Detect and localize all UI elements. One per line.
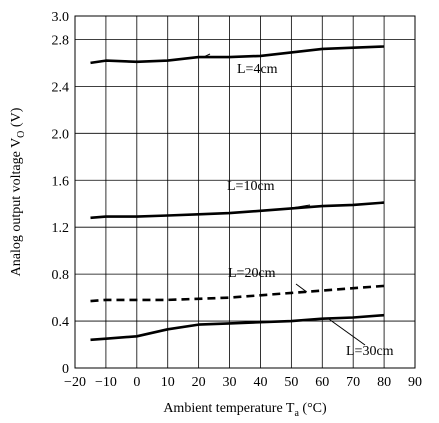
y-axis-title-subscript: O	[16, 131, 27, 138]
x-tick-label: 50	[284, 375, 298, 390]
x-axis-title-unit: (°C)	[299, 401, 327, 416]
y-axis-title-main: Analog output voltage V	[9, 138, 24, 277]
x-axis-title-main: Ambient temperature T	[163, 401, 295, 416]
series-label: L=30cm	[346, 344, 394, 359]
y-tick-label: 3.0	[52, 10, 70, 25]
x-tick-label: −20	[64, 375, 86, 390]
y-tick-label: 2.8	[52, 33, 70, 48]
series-label: L=4cm	[237, 62, 278, 77]
x-axis-title: Ambient temperature Ta (°C)	[163, 401, 327, 419]
series-label-leader	[204, 53, 211, 57]
series-label: L=20cm	[228, 266, 276, 281]
series-line-l-10cm	[90, 201, 385, 220]
x-tick-label: 0	[133, 375, 140, 390]
plot-area-frame	[74, 15, 416, 369]
y-tick-label: 1.2	[52, 221, 70, 236]
x-tick-label: −10	[95, 375, 117, 390]
y-tick-label: 0.8	[52, 268, 70, 283]
series-label: L=10cm	[227, 179, 275, 194]
y-axis-title: Analog output voltage VO (V)	[9, 107, 27, 276]
x-tick-label: 40	[253, 375, 267, 390]
y-tick-label: 2.0	[52, 127, 70, 142]
series-labels: L=4cm L=10cm L=20cm L=30cm	[204, 53, 394, 359]
x-tick-label: 10	[161, 375, 175, 390]
series-line-l-30cm	[90, 313, 385, 342]
x-tick-label: 30	[223, 375, 237, 390]
y-axis-title-unit: (V)	[9, 107, 24, 130]
y-tick-label: 0.4	[52, 315, 70, 330]
series-group	[90, 45, 385, 342]
x-tick-label: 90	[408, 375, 422, 390]
x-tick-label: 70	[346, 375, 360, 390]
x-tick-label: 20	[192, 375, 206, 390]
axis-ticks: −20 −10 0 10 20 30 40 50 60 70 80 90 0 0.4 0.8 1.2 1.6 2.…	[52, 10, 423, 390]
series-label-leader	[328, 318, 366, 346]
x-tick-label: 60	[315, 375, 329, 390]
y-tick-label: 1.6	[52, 174, 70, 189]
y-tick-label: 0	[62, 362, 69, 377]
series-label-leader	[295, 283, 308, 293]
y-tick-label: 2.4	[52, 80, 70, 95]
x-tick-label: 80	[377, 375, 391, 390]
x-axis-title-subscript: a	[294, 408, 299, 419]
series-line-l-4cm	[90, 45, 385, 65]
series-label-leader	[285, 204, 311, 210]
series-line-l-20cm	[90, 284, 385, 303]
